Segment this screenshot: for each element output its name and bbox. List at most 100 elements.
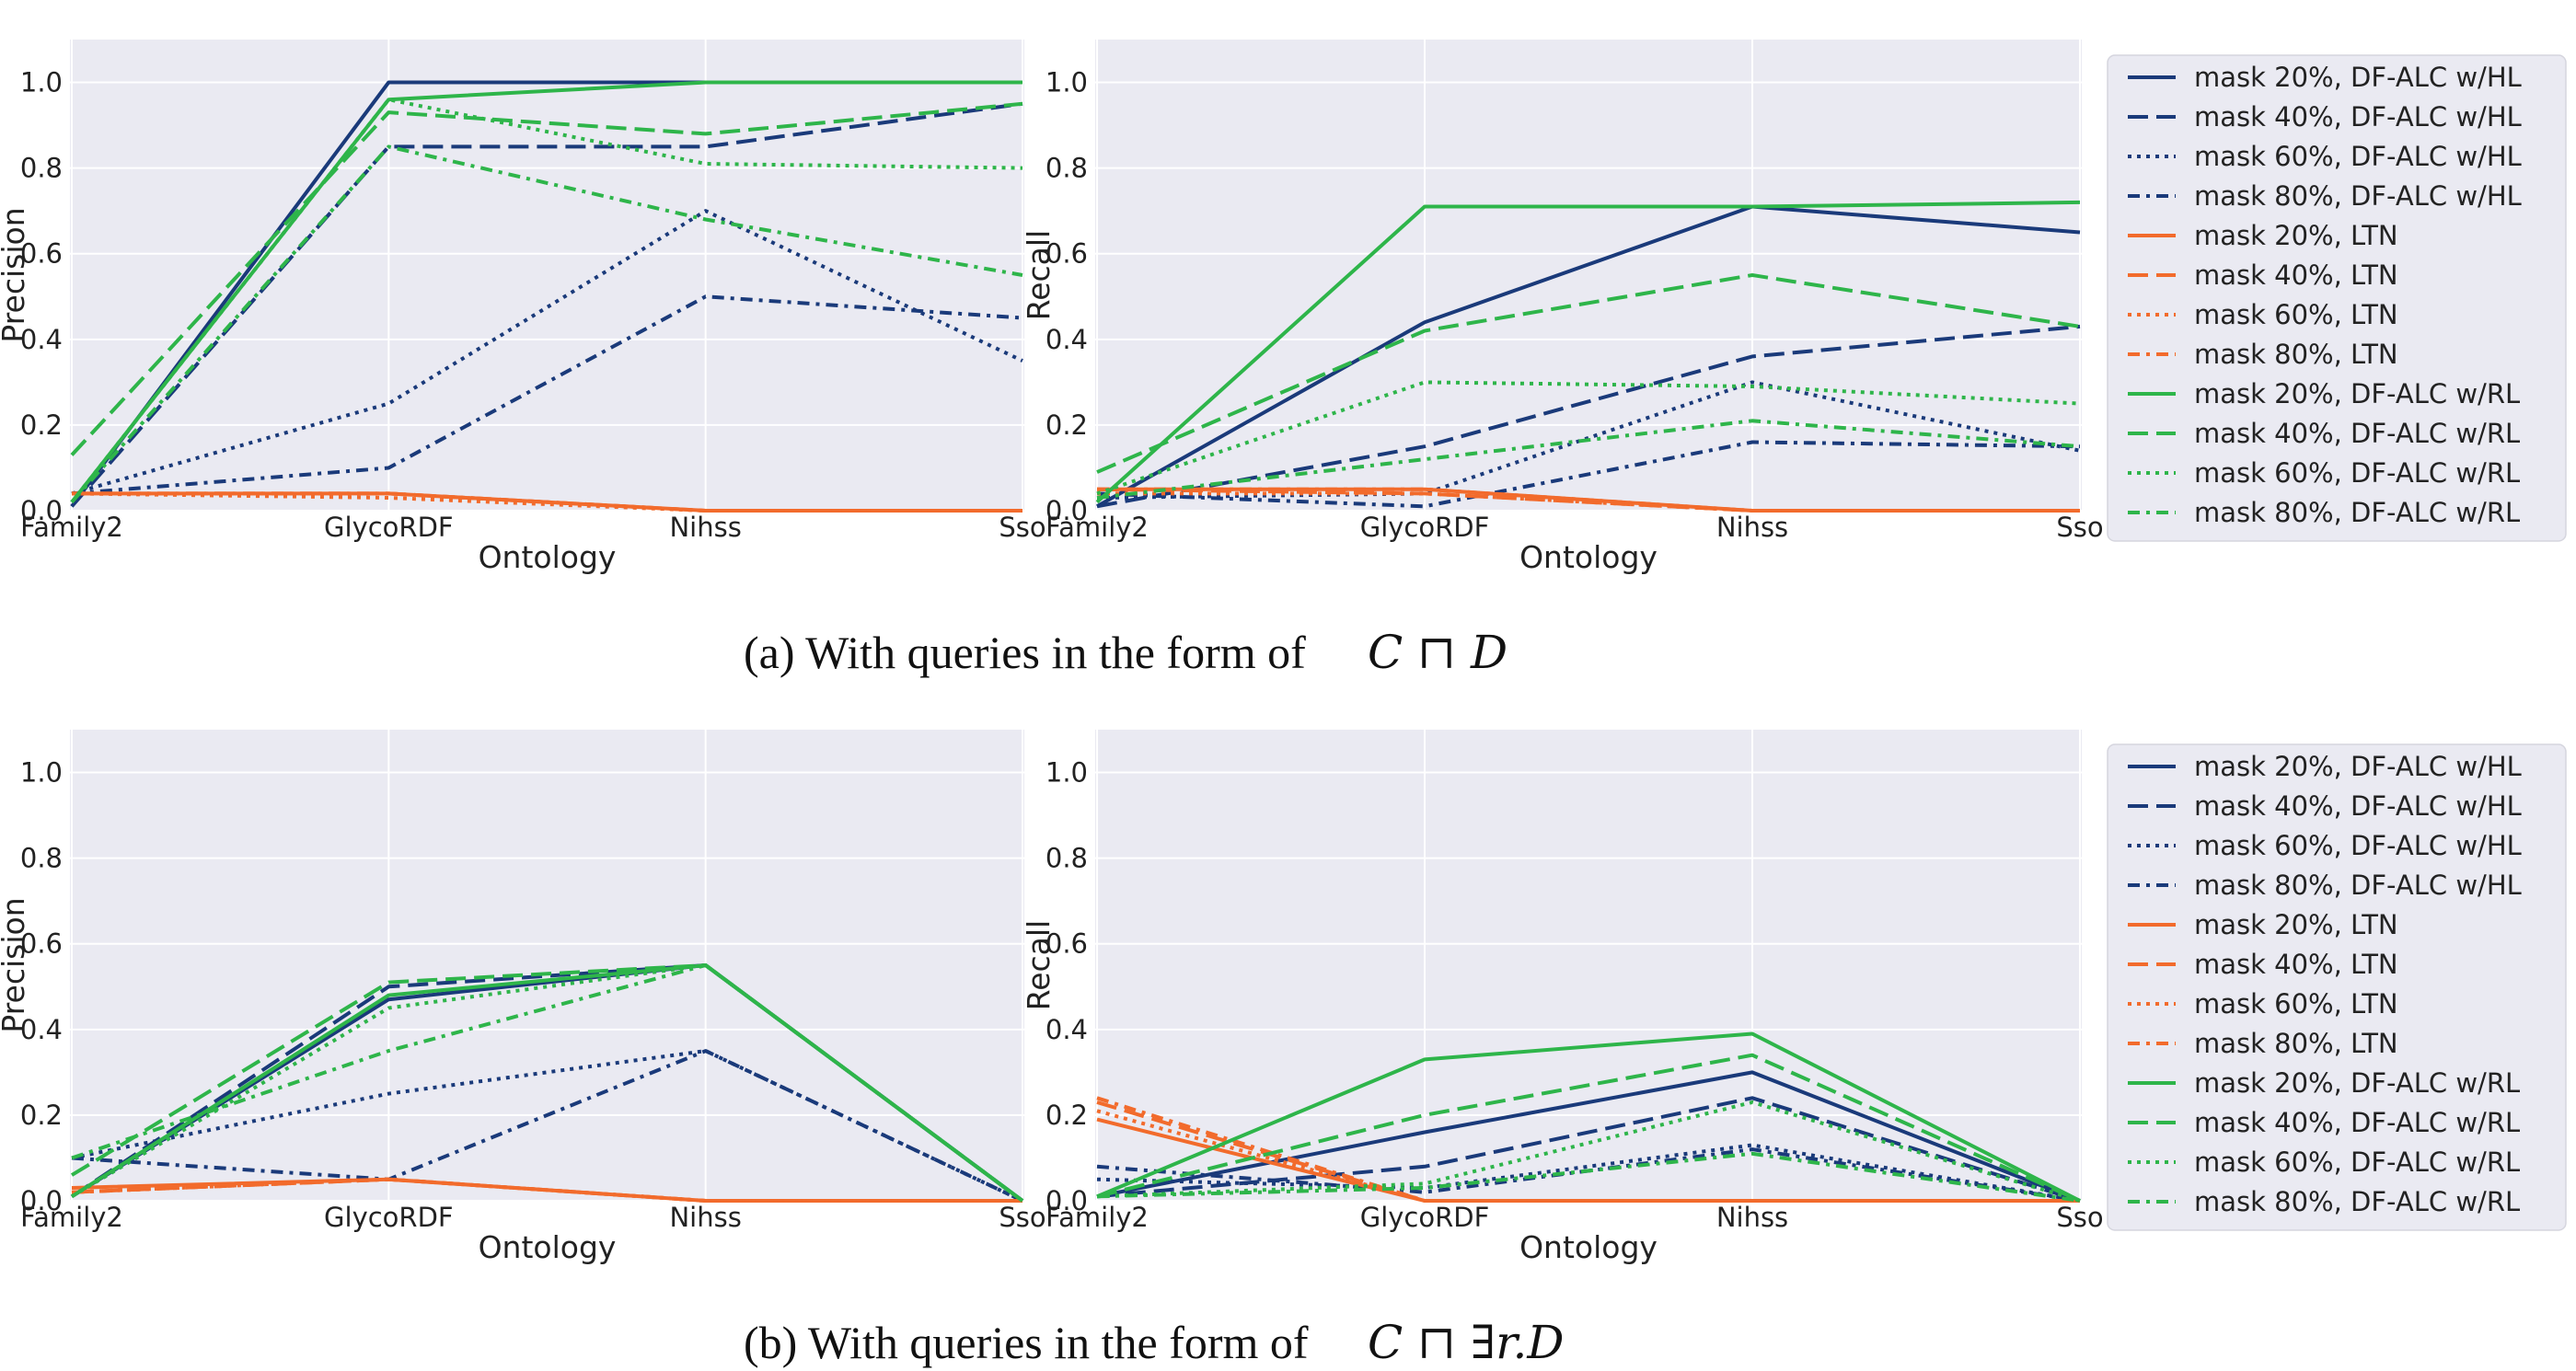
series-line-mask-80-ltn	[72, 491, 1022, 513]
legend-label: mask 20%, DF-ALC w/HL	[2194, 62, 2522, 93]
legends: mask 20%, DF-ALC w/HL mask 40%, DF-ALC w/…	[2107, 54, 2567, 1231]
x-axis-label: Ontology	[1519, 1229, 1658, 1265]
x-tick-label: Sso	[999, 1202, 1045, 1233]
caption-b-text: (b) With queries in the form of	[744, 1317, 1309, 1368]
series-line-mask-80-df-alc-w-rl	[1096, 419, 2081, 500]
series-line-mask-40-ltn	[1096, 487, 2080, 513]
series-line-mask-80-df-alc-w-hl	[71, 294, 1023, 496]
x-tick-label: Nihss	[669, 1202, 741, 1233]
x-tick-label: Sso	[2056, 512, 2103, 543]
panel-b-precision: 0.0 0.2 0.4 0.6 0.8 1.0 Family2 GlycoRDF Nihss Ss…	[0, 730, 1046, 1265]
y-tick-label: 0.6	[1045, 238, 1088, 270]
series-line-mask-60-df-alc-w-rl	[1096, 380, 2081, 496]
series-line-mask-60-df-alc-w-hl	[71, 209, 1023, 496]
panel-b-recall: 0.0 0.2 0.4 0.6 0.8 1.0 Family2 GlycoRDF Nihss Ss…	[1021, 730, 2104, 1265]
legend-label: mask 80%, DF-ALC w/RL	[2194, 497, 2520, 528]
y-tick-label: 0.2	[1045, 409, 1088, 441]
legend-label: mask 80%, DF-ALC w/HL	[2194, 180, 2522, 212]
series-lines	[70, 963, 1024, 1203]
legend-label: mask 40%, LTN	[2194, 259, 2398, 291]
series-lines	[1096, 1031, 2081, 1203]
legend-label: mask 20%, LTN	[2194, 909, 2398, 940]
plot-area	[1095, 730, 2082, 1201]
legend-label: mask 80%, LTN	[2194, 1028, 2398, 1059]
y-tick-label: 0.0	[20, 495, 63, 526]
y-tick-label: 0.4	[1045, 324, 1088, 355]
legend-label: mask 40%, DF-ALC w/HL	[2194, 790, 2522, 822]
x-tick-label: Family2	[1045, 1202, 1149, 1233]
y-tick-label: 0.6	[1045, 928, 1088, 960]
legend-label: mask 20%, LTN	[2194, 220, 2398, 251]
legend-label: mask 20%, DF-ALC w/HL	[2194, 751, 2522, 782]
series-line-mask-40-df-alc-w-rl	[70, 101, 1023, 456]
caption-a-math: C ⊓ D	[1368, 626, 1507, 679]
legend-a: mask 20%, DF-ALC w/HL mask 40%, DF-ALC w/…	[2107, 54, 2567, 542]
series-line-mask-20-df-alc-w-rl	[70, 80, 1022, 503]
y-tick-label: 0.0	[1045, 495, 1088, 526]
y-tick-label: 0.8	[1045, 153, 1088, 184]
legend-box	[2107, 743, 2567, 1231]
series-line-mask-80-df-alc-w-rl	[70, 144, 1023, 504]
x-axis-label: Ontology	[479, 1229, 617, 1265]
y-tick-label: 0.6	[20, 238, 63, 270]
panel-a-precision: 0.0 0.2 0.4 0.6 0.8 1.0 Family2 GlycoRDF Nihss Ss…	[0, 40, 1046, 575]
y-axis-label: Precision	[0, 897, 31, 1032]
series-line-mask-40-df-alc-w-hl	[1096, 324, 2081, 509]
series-line-mask-40-df-alc-w-rl	[1096, 1053, 2081, 1203]
legend-label: mask 40%, LTN	[2194, 949, 2398, 980]
x-tick-label: GlycoRDF	[324, 512, 454, 543]
x-tick-label: GlycoRDF	[324, 1202, 454, 1233]
legend-label: mask 60%, DF-ALC w/HL	[2194, 141, 2522, 172]
series-lines	[70, 80, 1023, 513]
series-line-mask-80-ltn	[1096, 1096, 2080, 1203]
series-line-mask-20-df-alc-w-hl	[1096, 204, 2081, 509]
x-tick-label: Family2	[1045, 512, 1149, 543]
x-tick-label: Nihss	[669, 512, 741, 543]
x-tick-label: GlycoRDF	[1360, 1202, 1490, 1233]
legend-label: mask 20%, DF-ALC w/RL	[2194, 378, 2520, 409]
series-line-mask-80-df-alc-w-hl	[71, 1049, 1023, 1203]
series-line-mask-80-ltn	[1097, 487, 2080, 513]
legend-label: mask 60%, DF-ALC w/RL	[2194, 1146, 2520, 1178]
y-tick-label: 0.8	[1045, 843, 1088, 874]
y-tick-label: 0.6	[20, 928, 63, 960]
legend-label: mask 60%, LTN	[2194, 299, 2398, 330]
series-line-mask-80-ltn	[71, 1177, 1022, 1203]
y-tick-label: 0.0	[1045, 1185, 1088, 1216]
plot-area	[70, 730, 1024, 1201]
y-tick-label: 0.4	[20, 324, 63, 355]
y-axis-label: Recall	[1021, 920, 1057, 1010]
y-tick-label: 0.2	[20, 1100, 63, 1131]
y-axis-label: Precision	[0, 207, 31, 342]
series-line-mask-60-df-alc-w-hl	[1096, 380, 2081, 500]
x-tick-label: Family2	[20, 512, 123, 543]
x-tick-label: Nihss	[1716, 512, 1788, 543]
series-line-mask-60-ltn	[71, 491, 1022, 513]
series-line-mask-20-df-alc-w-rl	[1095, 200, 2081, 504]
series-line-mask-80-df-alc-w-rl	[71, 963, 1024, 1203]
y-axis-label: Recall	[1021, 230, 1057, 320]
caption-b-math: C ⊓ ∃r.D	[1368, 1316, 1564, 1369]
legend-label: mask 60%, DF-ALC w/RL	[2194, 457, 2520, 489]
series-line-mask-60-ltn	[71, 1177, 1022, 1203]
legend-label: mask 80%, LTN	[2194, 339, 2398, 370]
legend-label: mask 60%, LTN	[2194, 988, 2398, 1020]
y-tick-label: 0.0	[20, 1185, 63, 1216]
series-line-mask-60-df-alc-w-rl	[70, 98, 1023, 503]
plot-panels: 0.0 0.2 0.4 0.6 0.8 1.0 Family2 GlycoRDF Nihss Ss…	[0, 40, 2104, 1265]
y-tick-label: 1.0	[1045, 67, 1088, 98]
caption-a-text: (a) With queries in the form of	[744, 627, 1306, 678]
panel-a-recall: 0.0 0.2 0.4 0.6 0.8 1.0 Family2 GlycoRDF Nihss Ss…	[1021, 40, 2104, 575]
x-axis-label: Ontology	[1519, 539, 1658, 575]
y-tick-label: 0.4	[1045, 1014, 1088, 1045]
y-tick-label: 0.2	[1045, 1100, 1088, 1131]
x-tick-label: Nihss	[1716, 1202, 1788, 1233]
series-line-mask-40-df-alc-w-rl	[1096, 273, 2081, 474]
plot-area	[1095, 40, 2082, 511]
x-tick-label: Sso	[2056, 1202, 2103, 1233]
legend-box	[2107, 54, 2567, 542]
plot-area	[70, 40, 1024, 511]
legend-label: mask 40%, DF-ALC w/RL	[2194, 1107, 2520, 1138]
y-tick-label: 1.0	[20, 67, 63, 98]
legend-label: mask 80%, DF-ALC w/HL	[2194, 870, 2522, 901]
